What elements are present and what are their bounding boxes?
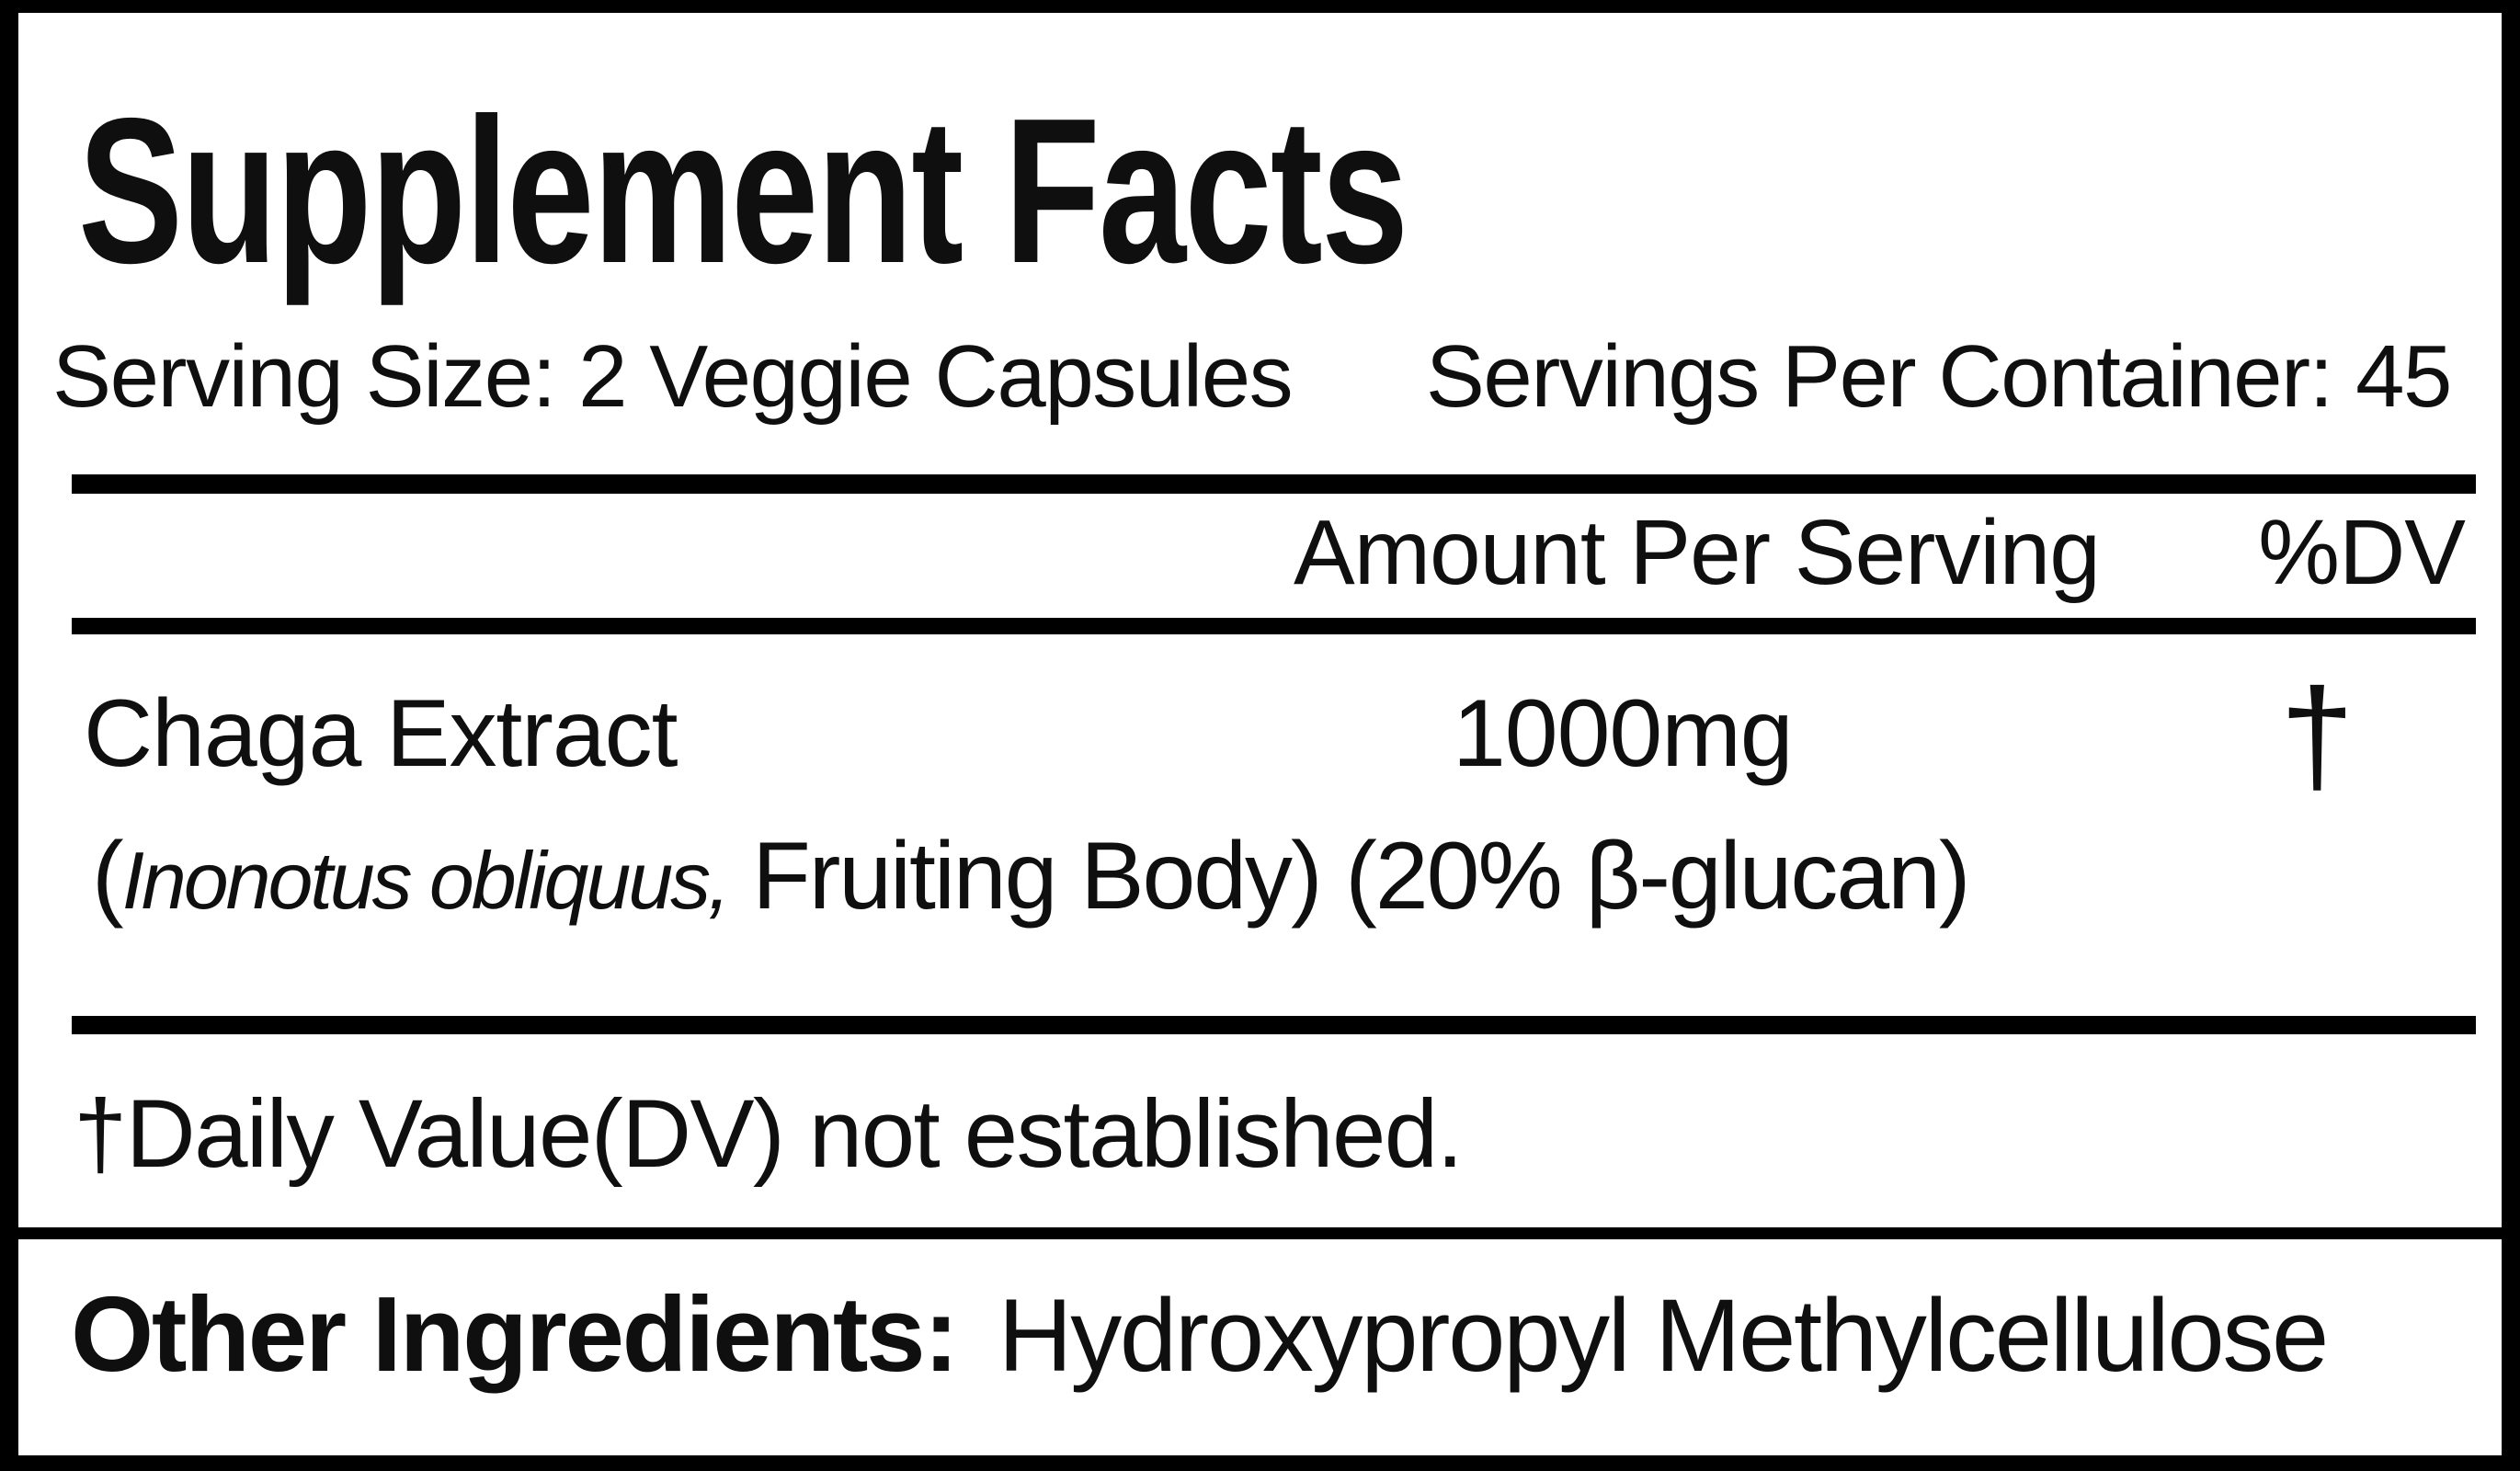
ingredient-detail-line: (Inonotus obliquus, Fruiting Body) (20% … <box>92 823 1971 929</box>
other-ingredients-label: Other Ingredients: <box>71 1274 959 1394</box>
dv-footnote: †Daily Value(DV) not established. <box>74 1080 1464 1188</box>
table-row: Chaga Extract 1000mg † <box>0 669 2520 803</box>
label-title: Supplement Facts <box>78 74 1408 306</box>
ingredient-name: Chaga Extract <box>84 680 678 787</box>
section-separator-rule <box>0 1227 2520 1239</box>
ingredient-dv-dagger: † <box>2280 661 2355 810</box>
percent-dv-header: %DV <box>2258 501 2466 604</box>
ingredient-latin-name: Inonotus obliquus, <box>121 835 731 926</box>
serving-info-row: Serving Size: 2 Veggie Capsules Servings… <box>52 327 2453 426</box>
serving-size-text: Serving Size: 2 Veggie Capsules <box>52 327 1294 426</box>
divider-thick-top <box>72 474 2476 494</box>
servings-per-container-text: Servings Per Container: 45 <box>1425 327 2453 426</box>
other-ingredients-value: Hydroxypropyl Methylcellulose <box>998 1278 2330 1393</box>
detail-rest: Fruiting Body) (20% β-glucan) <box>727 823 1970 929</box>
divider-thick-header <box>72 618 2476 634</box>
ingredient-amount: 1000mg <box>1453 680 1794 787</box>
divider-thick-bottom <box>72 1016 2476 1034</box>
table-header-row: Amount Per Serving %DV <box>0 507 2520 608</box>
amount-per-serving-header: Amount Per Serving <box>1294 501 2101 604</box>
detail-prefix: ( <box>92 823 124 929</box>
other-ingredients-row: Other Ingredients: Hydroxypropyl Methylce… <box>71 1281 2329 1387</box>
